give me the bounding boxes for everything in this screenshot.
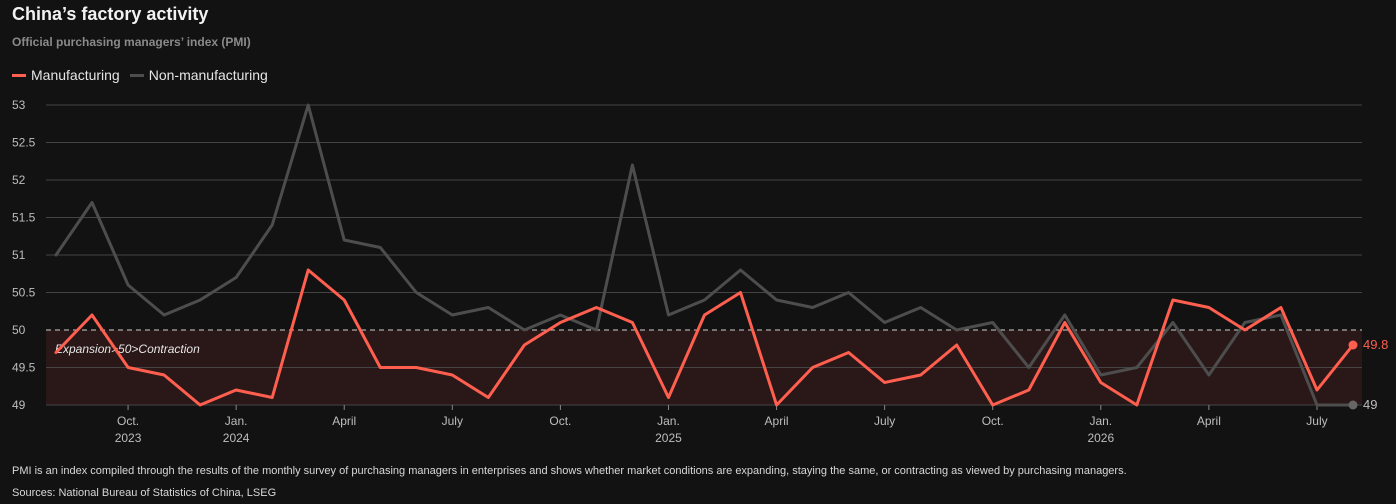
legend-label-non-manufacturing: Non-manufacturing <box>148 67 268 83</box>
x-tick-label: July <box>1306 414 1327 428</box>
legend-label-manufacturing: Manufacturing <box>31 67 120 83</box>
y-tick-label: 53 <box>12 98 26 112</box>
chart-title: China’s factory activity <box>12 4 209 24</box>
y-tick-label: 52.5 <box>12 136 36 150</box>
series-line-non-manufacturing <box>54 103 1355 407</box>
x-tick-label: Oct. <box>982 414 1004 428</box>
series-end-label-non-manufacturing: 49 <box>1363 397 1377 412</box>
x-tick-label: April <box>332 414 356 428</box>
x-tick-year-label: 2026 <box>1087 431 1114 445</box>
x-tick-year-label: 2023 <box>115 431 142 445</box>
y-tick-label: 50.5 <box>12 286 36 300</box>
y-tick-label: 50 <box>12 323 26 337</box>
legend: Manufacturing Non-manufacturing <box>12 67 278 83</box>
y-tick-label: 49.5 <box>12 361 36 375</box>
x-tick-label: Jan. <box>225 414 248 428</box>
x-tick-label: April <box>1197 414 1221 428</box>
series-end-label-manufacturing: 49.8 <box>1363 337 1388 352</box>
x-tick-label: April <box>765 414 789 428</box>
x-tick-label: Jan. <box>1089 414 1112 428</box>
series-end-point-non-manufacturing <box>1348 400 1358 410</box>
source-line: Sources: National Bureau of Statistics o… <box>12 487 277 499</box>
series-line-manufacturing <box>54 268 1355 407</box>
y-tick-label: 52 <box>12 173 26 187</box>
x-tick-label: Jan. <box>657 414 680 428</box>
x-tick-year-label: 2025 <box>655 431 682 445</box>
chart-subtitle: Official purchasing managers’ index (PMI… <box>12 35 251 49</box>
legend-swatch-manufacturing <box>12 73 26 77</box>
y-tick-label: 51 <box>12 248 26 262</box>
legend-item-manufacturing: Manufacturing <box>12 67 120 83</box>
x-tick-label: Oct. <box>117 414 139 428</box>
x-tick-label: Oct. <box>549 414 571 428</box>
legend-swatch-non-manufacturing <box>129 73 144 77</box>
x-tick-label: July <box>442 414 463 428</box>
x-tick-label: July <box>874 414 895 428</box>
y-tick-label: 49 <box>12 398 26 412</box>
threshold-label: Expansion>50>Contraction <box>55 342 200 356</box>
y-tick-label: 51.5 <box>12 211 36 225</box>
footnote: PMI is an index compiled through the res… <box>12 465 1127 477</box>
x-tick-year-label: 2024 <box>223 431 250 445</box>
series-end-point-manufacturing <box>1348 340 1358 350</box>
legend-item-non-manufacturing: Non-manufacturing <box>129 67 268 83</box>
